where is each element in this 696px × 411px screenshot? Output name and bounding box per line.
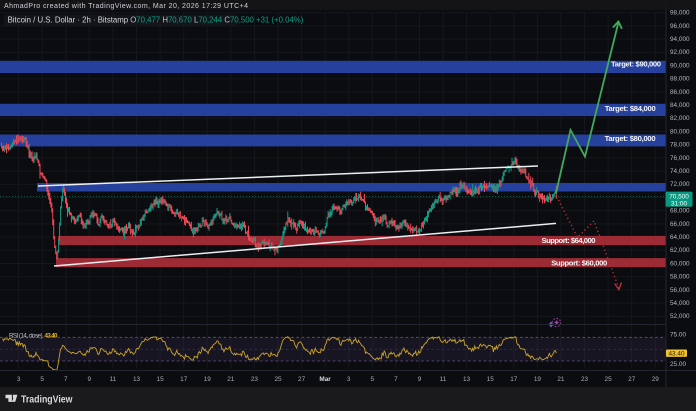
- svg-text:17: 17: [510, 376, 518, 383]
- svg-text:64,000: 64,000: [670, 234, 690, 241]
- svg-text:Target: $84,000: Target: $84,000: [605, 104, 656, 113]
- svg-text:54,000: 54,000: [670, 300, 690, 307]
- svg-text:TradingView: TradingView: [21, 394, 73, 405]
- svg-text:5: 5: [40, 376, 44, 383]
- svg-text:3: 3: [347, 376, 351, 383]
- svg-text:15: 15: [157, 376, 165, 383]
- svg-text:74,000: 74,000: [670, 168, 690, 175]
- svg-text:RSI (14, close): RSI (14, close): [9, 333, 43, 340]
- svg-text:96,000: 96,000: [670, 23, 690, 30]
- svg-text:92,000: 92,000: [670, 49, 690, 56]
- svg-text:17: 17: [180, 376, 188, 383]
- svg-text:88,000: 88,000: [670, 76, 690, 83]
- svg-text:90,000: 90,000: [670, 62, 690, 69]
- svg-text:9: 9: [88, 376, 92, 383]
- svg-text:7: 7: [64, 376, 68, 383]
- svg-text:84,000: 84,000: [670, 102, 690, 109]
- svg-text:62,000: 62,000: [670, 247, 690, 254]
- svg-text:60,000: 60,000: [670, 260, 690, 267]
- svg-text:98,000: 98,000: [670, 10, 690, 17]
- svg-text:76,000: 76,000: [670, 155, 690, 162]
- svg-text:13: 13: [133, 376, 141, 383]
- svg-text:43.40: 43.40: [45, 333, 59, 340]
- svg-text:3: 3: [17, 376, 21, 383]
- svg-text:78,000: 78,000: [670, 142, 690, 149]
- svg-text:75.00: 75.00: [670, 332, 686, 339]
- svg-text:27: 27: [298, 376, 306, 383]
- svg-text:Support: $60,000: Support: $60,000: [551, 258, 607, 267]
- svg-text:7: 7: [394, 376, 398, 383]
- svg-text:9: 9: [418, 376, 422, 383]
- svg-text:86,000: 86,000: [670, 89, 690, 96]
- svg-text:Target: $80,000: Target: $80,000: [605, 134, 656, 143]
- svg-text:82,000: 82,000: [670, 115, 690, 122]
- svg-text:25: 25: [274, 376, 282, 383]
- svg-text:31:00: 31:00: [671, 200, 687, 207]
- svg-text:52,000: 52,000: [670, 313, 690, 320]
- svg-text:5: 5: [371, 376, 375, 383]
- svg-text:Mar: Mar: [319, 376, 331, 383]
- svg-text:25.00: 25.00: [670, 361, 686, 368]
- svg-text:70,500: 70,500: [669, 193, 689, 200]
- svg-text:23: 23: [251, 376, 259, 383]
- svg-text:19: 19: [204, 376, 212, 383]
- svg-text:66,000: 66,000: [670, 221, 690, 228]
- svg-text:56,000: 56,000: [670, 287, 690, 294]
- svg-text:Target: $90,000: Target: $90,000: [611, 59, 661, 68]
- svg-text:11: 11: [110, 376, 117, 383]
- svg-text:23: 23: [581, 376, 589, 383]
- svg-text:80,000: 80,000: [670, 128, 690, 135]
- svg-text:72,000: 72,000: [670, 181, 690, 188]
- svg-text:13: 13: [463, 376, 471, 383]
- svg-text:21: 21: [557, 376, 565, 383]
- svg-text:Bitcoin / U.S. Dollar · 2h · B: Bitcoin / U.S. Dollar · 2h · Bitstamp O7…: [8, 16, 304, 25]
- svg-text:27: 27: [628, 376, 636, 383]
- svg-text:43.40: 43.40: [669, 351, 685, 358]
- svg-text:21: 21: [227, 376, 235, 383]
- svg-text:AhmadPro created with TradingV: AhmadPro created with TradingView.com, M…: [4, 3, 248, 10]
- svg-text:58,000: 58,000: [670, 274, 690, 281]
- svg-text:68,000: 68,000: [670, 208, 690, 215]
- svg-text:Support: $64,000: Support: $64,000: [542, 236, 596, 245]
- svg-text:94,000: 94,000: [670, 36, 690, 43]
- svg-text:25: 25: [605, 376, 613, 383]
- svg-text:19: 19: [534, 376, 542, 383]
- svg-text:11: 11: [440, 376, 447, 383]
- svg-text:15: 15: [487, 376, 495, 383]
- svg-text:29: 29: [652, 376, 660, 383]
